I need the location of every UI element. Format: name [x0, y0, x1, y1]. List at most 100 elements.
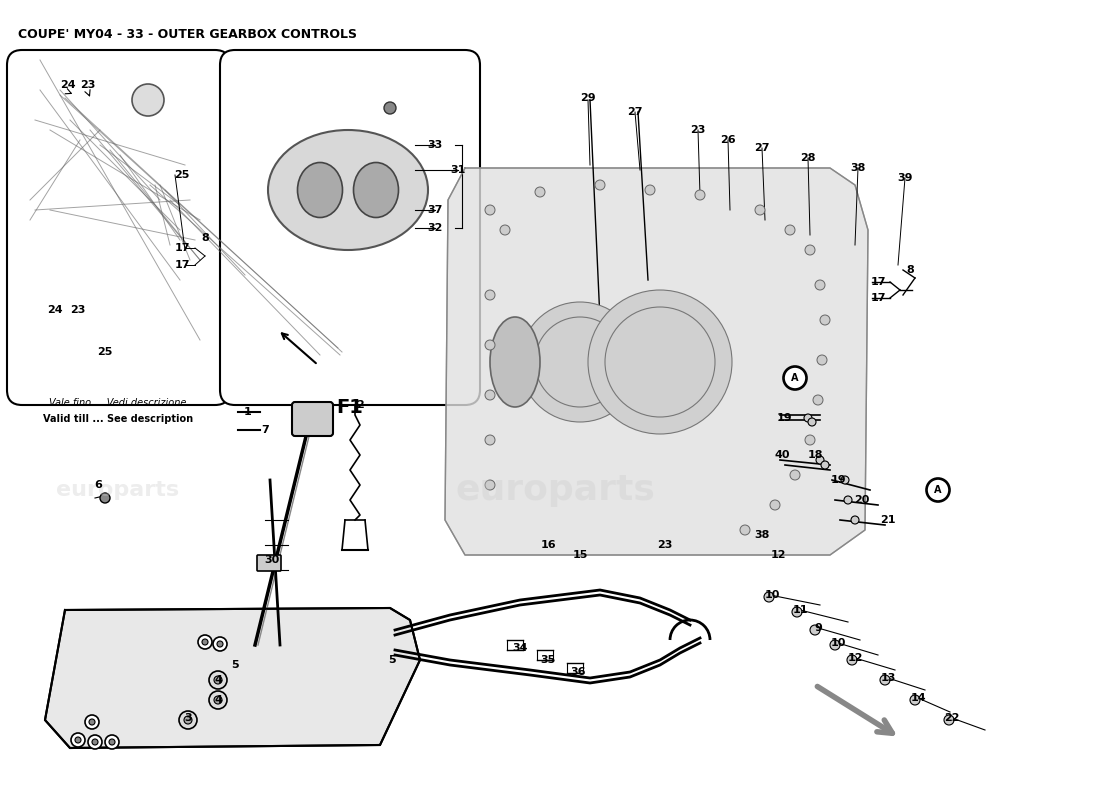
Text: 17: 17 [870, 277, 886, 287]
Text: 36: 36 [570, 667, 585, 677]
Circle shape [485, 480, 495, 490]
Text: 24: 24 [47, 305, 63, 315]
Circle shape [500, 225, 510, 235]
Circle shape [209, 671, 227, 689]
Circle shape [792, 607, 802, 617]
Circle shape [944, 715, 954, 725]
Circle shape [740, 525, 750, 535]
Text: 27: 27 [627, 107, 642, 117]
Circle shape [784, 367, 806, 389]
Text: A: A [934, 485, 942, 495]
Circle shape [810, 625, 820, 635]
Text: 12: 12 [770, 550, 785, 560]
Text: 40: 40 [774, 450, 790, 460]
Text: 37: 37 [427, 205, 442, 215]
Text: 1: 1 [244, 407, 252, 417]
Circle shape [842, 476, 849, 484]
Text: 19: 19 [778, 413, 793, 423]
Circle shape [132, 84, 164, 116]
Text: Valid till ... See description: Valid till ... See description [43, 414, 194, 424]
Circle shape [485, 340, 495, 350]
Ellipse shape [353, 162, 398, 218]
Circle shape [783, 366, 807, 390]
Text: 11: 11 [792, 605, 807, 615]
Circle shape [770, 500, 780, 510]
FancyBboxPatch shape [257, 555, 280, 571]
Circle shape [785, 225, 795, 235]
Circle shape [645, 185, 654, 195]
Circle shape [880, 675, 890, 685]
Text: 20: 20 [855, 495, 870, 505]
Text: 18: 18 [807, 450, 823, 460]
Text: 17: 17 [870, 293, 886, 303]
Circle shape [805, 435, 815, 445]
Text: 28: 28 [801, 153, 816, 163]
Circle shape [815, 280, 825, 290]
Text: 23: 23 [658, 540, 673, 550]
Text: 19: 19 [830, 475, 846, 485]
Circle shape [485, 205, 495, 215]
Circle shape [695, 190, 705, 200]
Circle shape [202, 639, 208, 645]
Circle shape [847, 655, 857, 665]
Text: 6: 6 [95, 480, 102, 490]
Text: 34: 34 [513, 643, 528, 653]
Circle shape [926, 478, 950, 502]
Text: 26: 26 [720, 135, 736, 145]
Ellipse shape [297, 162, 342, 218]
Text: 13: 13 [880, 673, 895, 683]
Text: europarts: europarts [455, 473, 654, 507]
Text: COUPE' MY04 - 33 - OUTER GEARBOX CONTROLS: COUPE' MY04 - 33 - OUTER GEARBOX CONTROL… [18, 28, 358, 41]
Circle shape [844, 496, 852, 504]
Text: 38: 38 [850, 163, 866, 173]
Circle shape [89, 719, 95, 725]
Circle shape [805, 245, 815, 255]
Circle shape [184, 716, 192, 724]
Text: 29: 29 [580, 93, 596, 103]
Circle shape [213, 637, 227, 651]
Circle shape [830, 640, 840, 650]
Circle shape [217, 641, 223, 647]
Text: 4: 4 [214, 675, 222, 685]
Circle shape [535, 187, 544, 197]
Text: 17: 17 [174, 243, 189, 253]
Polygon shape [446, 168, 868, 555]
Text: 10: 10 [830, 638, 846, 648]
Text: 10: 10 [764, 590, 780, 600]
Circle shape [75, 737, 81, 743]
Text: 38: 38 [755, 530, 770, 540]
Circle shape [88, 735, 102, 749]
Text: 5: 5 [388, 655, 396, 665]
Text: 21: 21 [880, 515, 895, 525]
Circle shape [817, 355, 827, 365]
Text: 39: 39 [898, 173, 913, 183]
Text: F1: F1 [337, 398, 363, 417]
Text: 5: 5 [231, 660, 239, 670]
Text: 3: 3 [184, 713, 191, 723]
Circle shape [813, 395, 823, 405]
Circle shape [790, 470, 800, 480]
Text: A: A [791, 373, 799, 383]
Text: 27: 27 [755, 143, 770, 153]
Circle shape [910, 695, 920, 705]
Text: A: A [934, 485, 942, 495]
Text: 32: 32 [427, 223, 442, 233]
Circle shape [821, 461, 829, 469]
Circle shape [214, 696, 222, 704]
Circle shape [851, 516, 859, 524]
Text: 24: 24 [60, 80, 76, 90]
Text: 2: 2 [356, 400, 364, 410]
Circle shape [85, 715, 99, 729]
Text: 25: 25 [174, 170, 189, 180]
Circle shape [485, 290, 495, 300]
Text: 8: 8 [906, 265, 914, 275]
Text: 22: 22 [944, 713, 959, 723]
Circle shape [209, 691, 227, 709]
Circle shape [588, 290, 732, 434]
FancyBboxPatch shape [7, 50, 230, 405]
Polygon shape [28, 70, 210, 385]
Text: 33: 33 [428, 140, 442, 150]
Circle shape [179, 711, 197, 729]
Text: 15: 15 [572, 550, 587, 560]
Text: 16: 16 [540, 540, 556, 550]
